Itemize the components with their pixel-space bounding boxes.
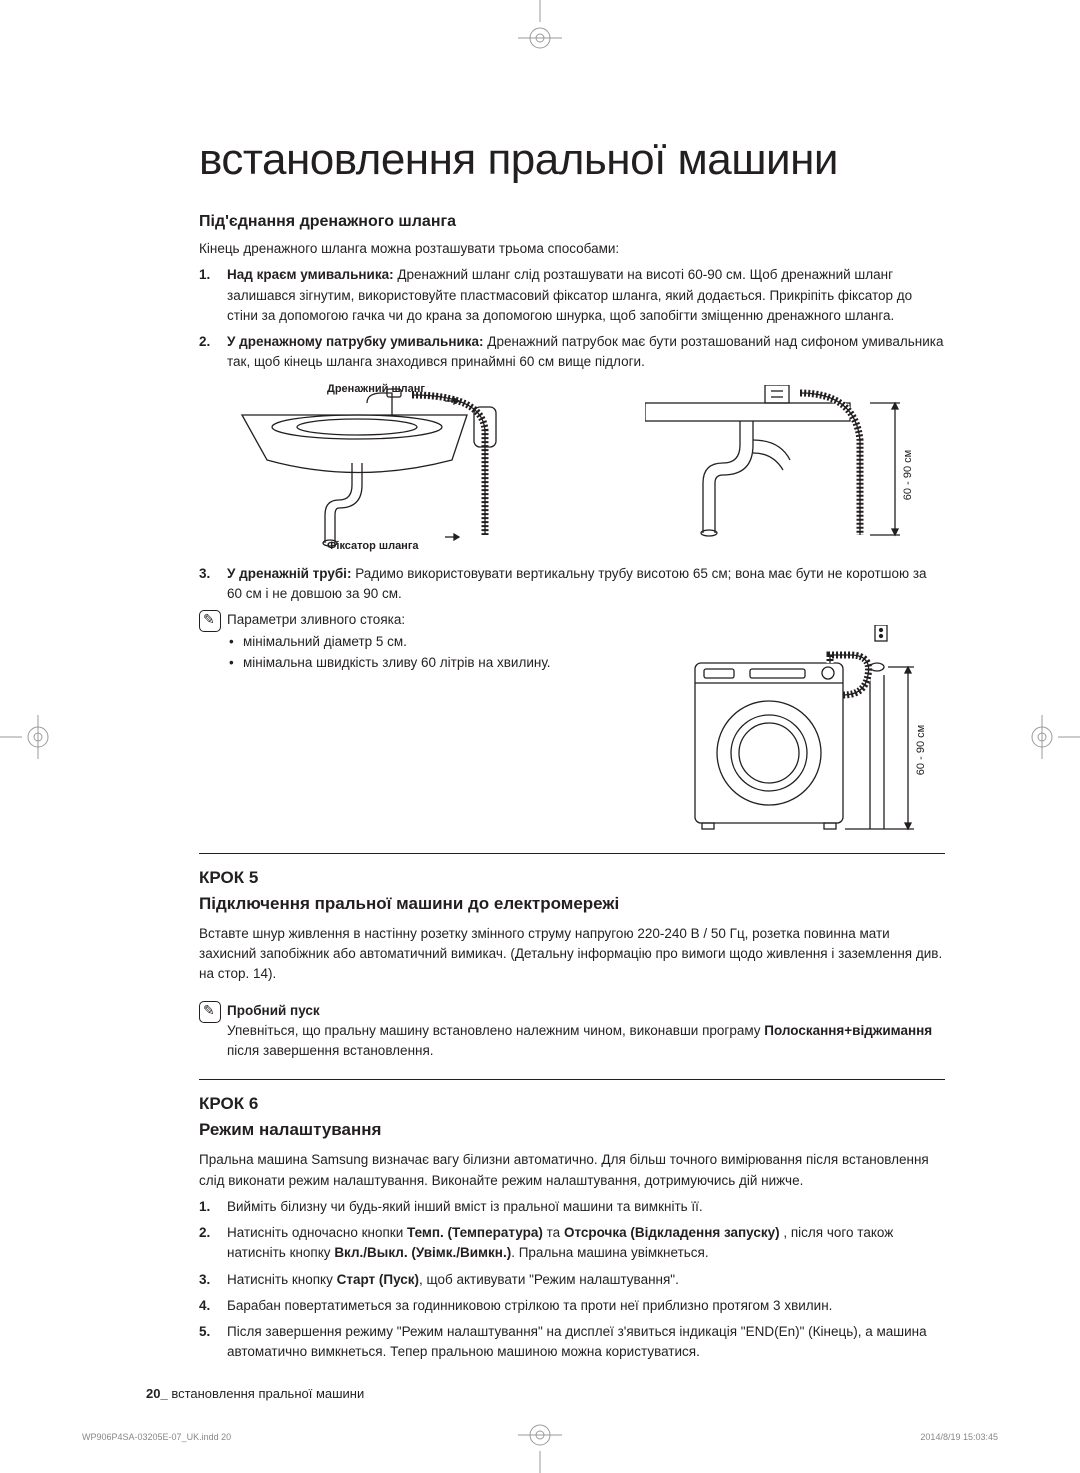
height-label-2: 60 - 90 см [915, 725, 927, 775]
section1-list-continued: У дренажній трубі: Радимо використовуват… [199, 564, 945, 605]
crop-mark-bottom [510, 1413, 570, 1473]
page-title: встановлення пральної машини [199, 135, 945, 185]
list-item: Над краєм умивальника: Дренажний шланг с… [199, 265, 945, 326]
list-item: Вийміть білизну чи будь-який інший вміст… [199, 1197, 945, 1217]
section1-intro: Кінець дренажного шланга можна розташува… [199, 239, 945, 259]
crop-mark-top [510, 0, 570, 60]
separator [199, 853, 945, 854]
note-bullets: мінімальний діаметр 5 см. мінімальна шви… [227, 632, 550, 673]
step5-text: Вставте шнур живлення в настінну розетку… [199, 924, 945, 985]
separator [199, 1079, 945, 1080]
bullet-item: мінімальний діаметр 5 см. [227, 632, 550, 652]
note-intro: Параметри зливного стояка: [227, 610, 550, 630]
diagram-drain: 60 - 90 см [645, 385, 945, 550]
list-item: У дренажному патрубку умивальника: Дрена… [199, 332, 945, 373]
step6-heading: Режим налаштування [199, 1120, 945, 1140]
note-trial: Пробний пуск Упевніться, що пральну маши… [199, 1001, 945, 1062]
print-file: WP906P4SA-03205E-07_UK.indd 20 [82, 1432, 231, 1442]
crop-mark-right [1020, 707, 1080, 767]
print-meta: WP906P4SA-03205E-07_UK.indd 20 2014/8/19… [82, 1432, 998, 1442]
hose-label: Дренажний шланг [327, 383, 425, 395]
print-time: 2014/8/19 15:03:45 [920, 1432, 998, 1442]
section1-list: Над краєм умивальника: Дренажний шланг с… [199, 265, 945, 372]
list-item: Барабан повертатиметься за годинниковою … [199, 1296, 945, 1316]
note-title: Пробний пуск [227, 1001, 945, 1021]
note-body: Упевніться, що пральну машину встановлен… [227, 1021, 945, 1062]
bullet-item: мінімальна швидкість зливу 60 літрів на … [227, 653, 550, 673]
list-item: У дренажній трубі: Радимо використовуват… [199, 564, 945, 605]
note-icon [199, 1001, 221, 1023]
crop-mark-left [0, 707, 60, 767]
step5-label: КРОК 5 [199, 868, 945, 888]
step6-intro: Пральна машина Samsung визначає вагу біл… [199, 1150, 945, 1191]
list-item: Натисніть одночасно кнопки Темп. (Темпер… [199, 1223, 945, 1264]
height-label-1: 60 - 90 см [902, 449, 914, 499]
page-footer: 20_ встановлення пральної машини [146, 1386, 364, 1401]
note-icon [199, 610, 221, 632]
list-item: Натисніть кнопку Старт (Пуск), щоб актив… [199, 1270, 945, 1290]
step6-label: КРОК 6 [199, 1094, 945, 1114]
step5-heading: Підключення пральної машини до електроме… [199, 894, 945, 914]
diagram-row-1: Дренажний шланг [227, 385, 945, 550]
diagram-sink: Дренажний шланг [227, 385, 537, 550]
step6-list: Вийміть білизну чи будь-який інший вміст… [199, 1197, 945, 1363]
guide-label: Фіксатор шланга [327, 540, 419, 552]
section1-heading: Під'єднання дренажного шланга [199, 213, 945, 231]
list-item: Після завершення режиму "Режим налаштува… [199, 1322, 945, 1363]
